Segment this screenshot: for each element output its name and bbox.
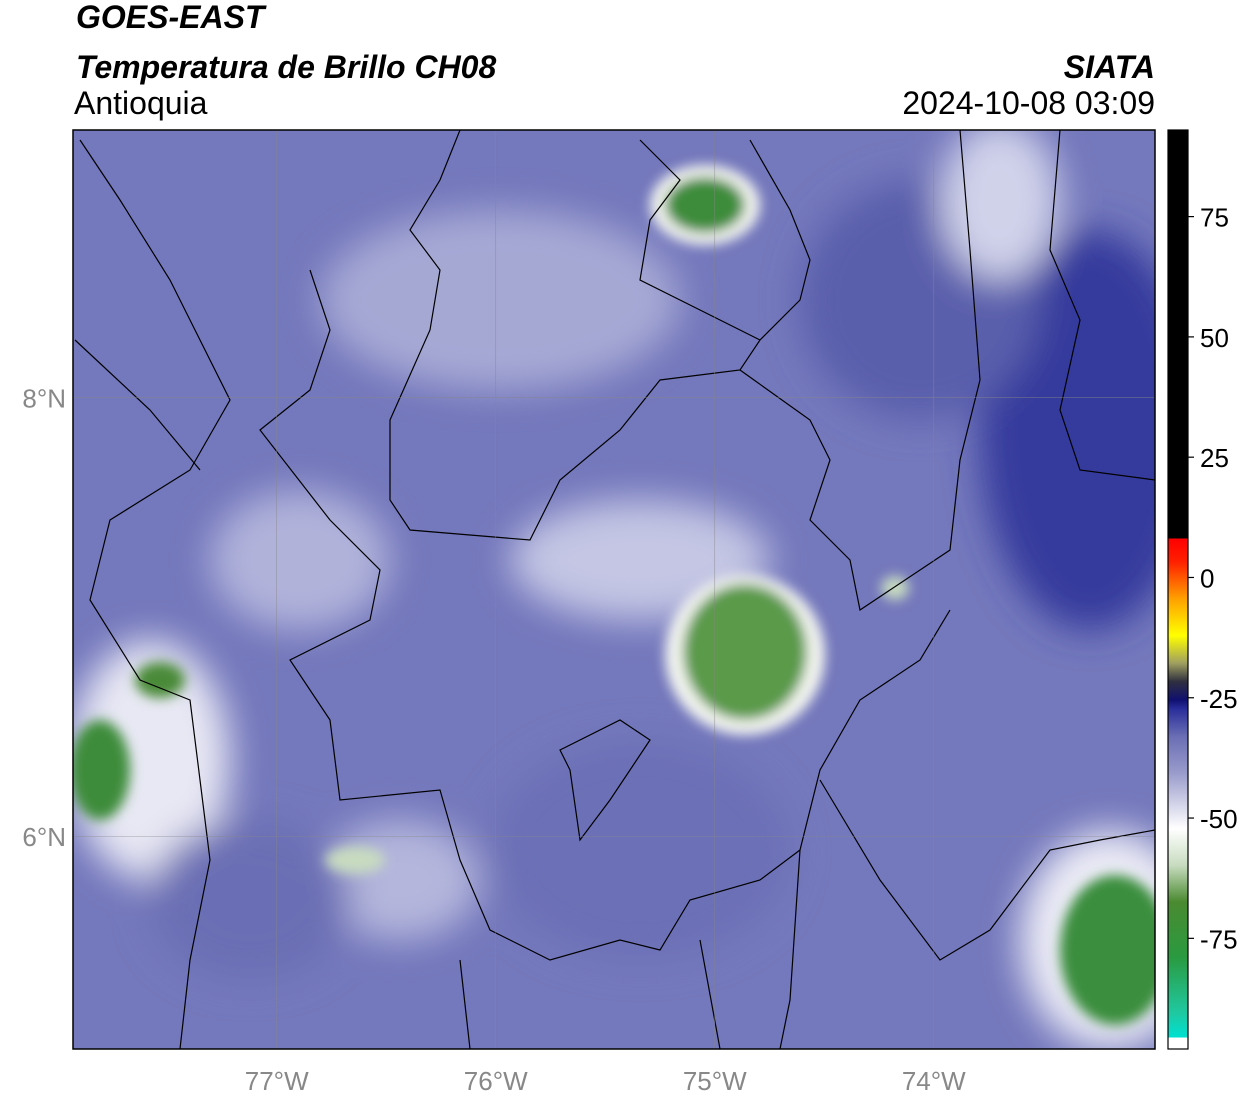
- colorbar-tick-label: -75: [1200, 924, 1238, 954]
- x-tick-label: 75°W: [683, 1066, 747, 1096]
- image-field: [73, 130, 1155, 1049]
- x-tick-label: 76°W: [464, 1066, 528, 1096]
- colorbar: [1167, 129, 1189, 1050]
- colorbar-tick-label: 0: [1200, 563, 1214, 593]
- satellite-image: [73, 130, 1155, 1049]
- map-frame: [72, 129, 1156, 1050]
- source: SIATA: [1064, 49, 1155, 85]
- region: Antioquia: [74, 85, 208, 121]
- y-tick-label: 6°N: [22, 822, 66, 852]
- cold-cloud-tops: [73, 165, 1155, 1025]
- colorbar-tick-label: 75: [1200, 203, 1229, 233]
- title: GOES-EAST: [76, 0, 267, 35]
- graticule: [73, 130, 1155, 1049]
- timestamp: 2024-10-08 03:09: [902, 85, 1155, 121]
- boundaries: [74, 130, 1155, 1049]
- colorbar-tick-label: 50: [1200, 323, 1229, 353]
- x-tick-label: 74°W: [902, 1066, 966, 1096]
- x-tick-label: 77°W: [245, 1066, 309, 1096]
- colorbar-tick-label: -50: [1200, 804, 1238, 834]
- subtitle: Temperatura de Brillo CH08: [76, 49, 496, 85]
- y-tick-label: 8°N: [22, 384, 66, 414]
- colorbar-tick-label: 25: [1200, 443, 1229, 473]
- colorbar-tick-label: -25: [1200, 684, 1238, 714]
